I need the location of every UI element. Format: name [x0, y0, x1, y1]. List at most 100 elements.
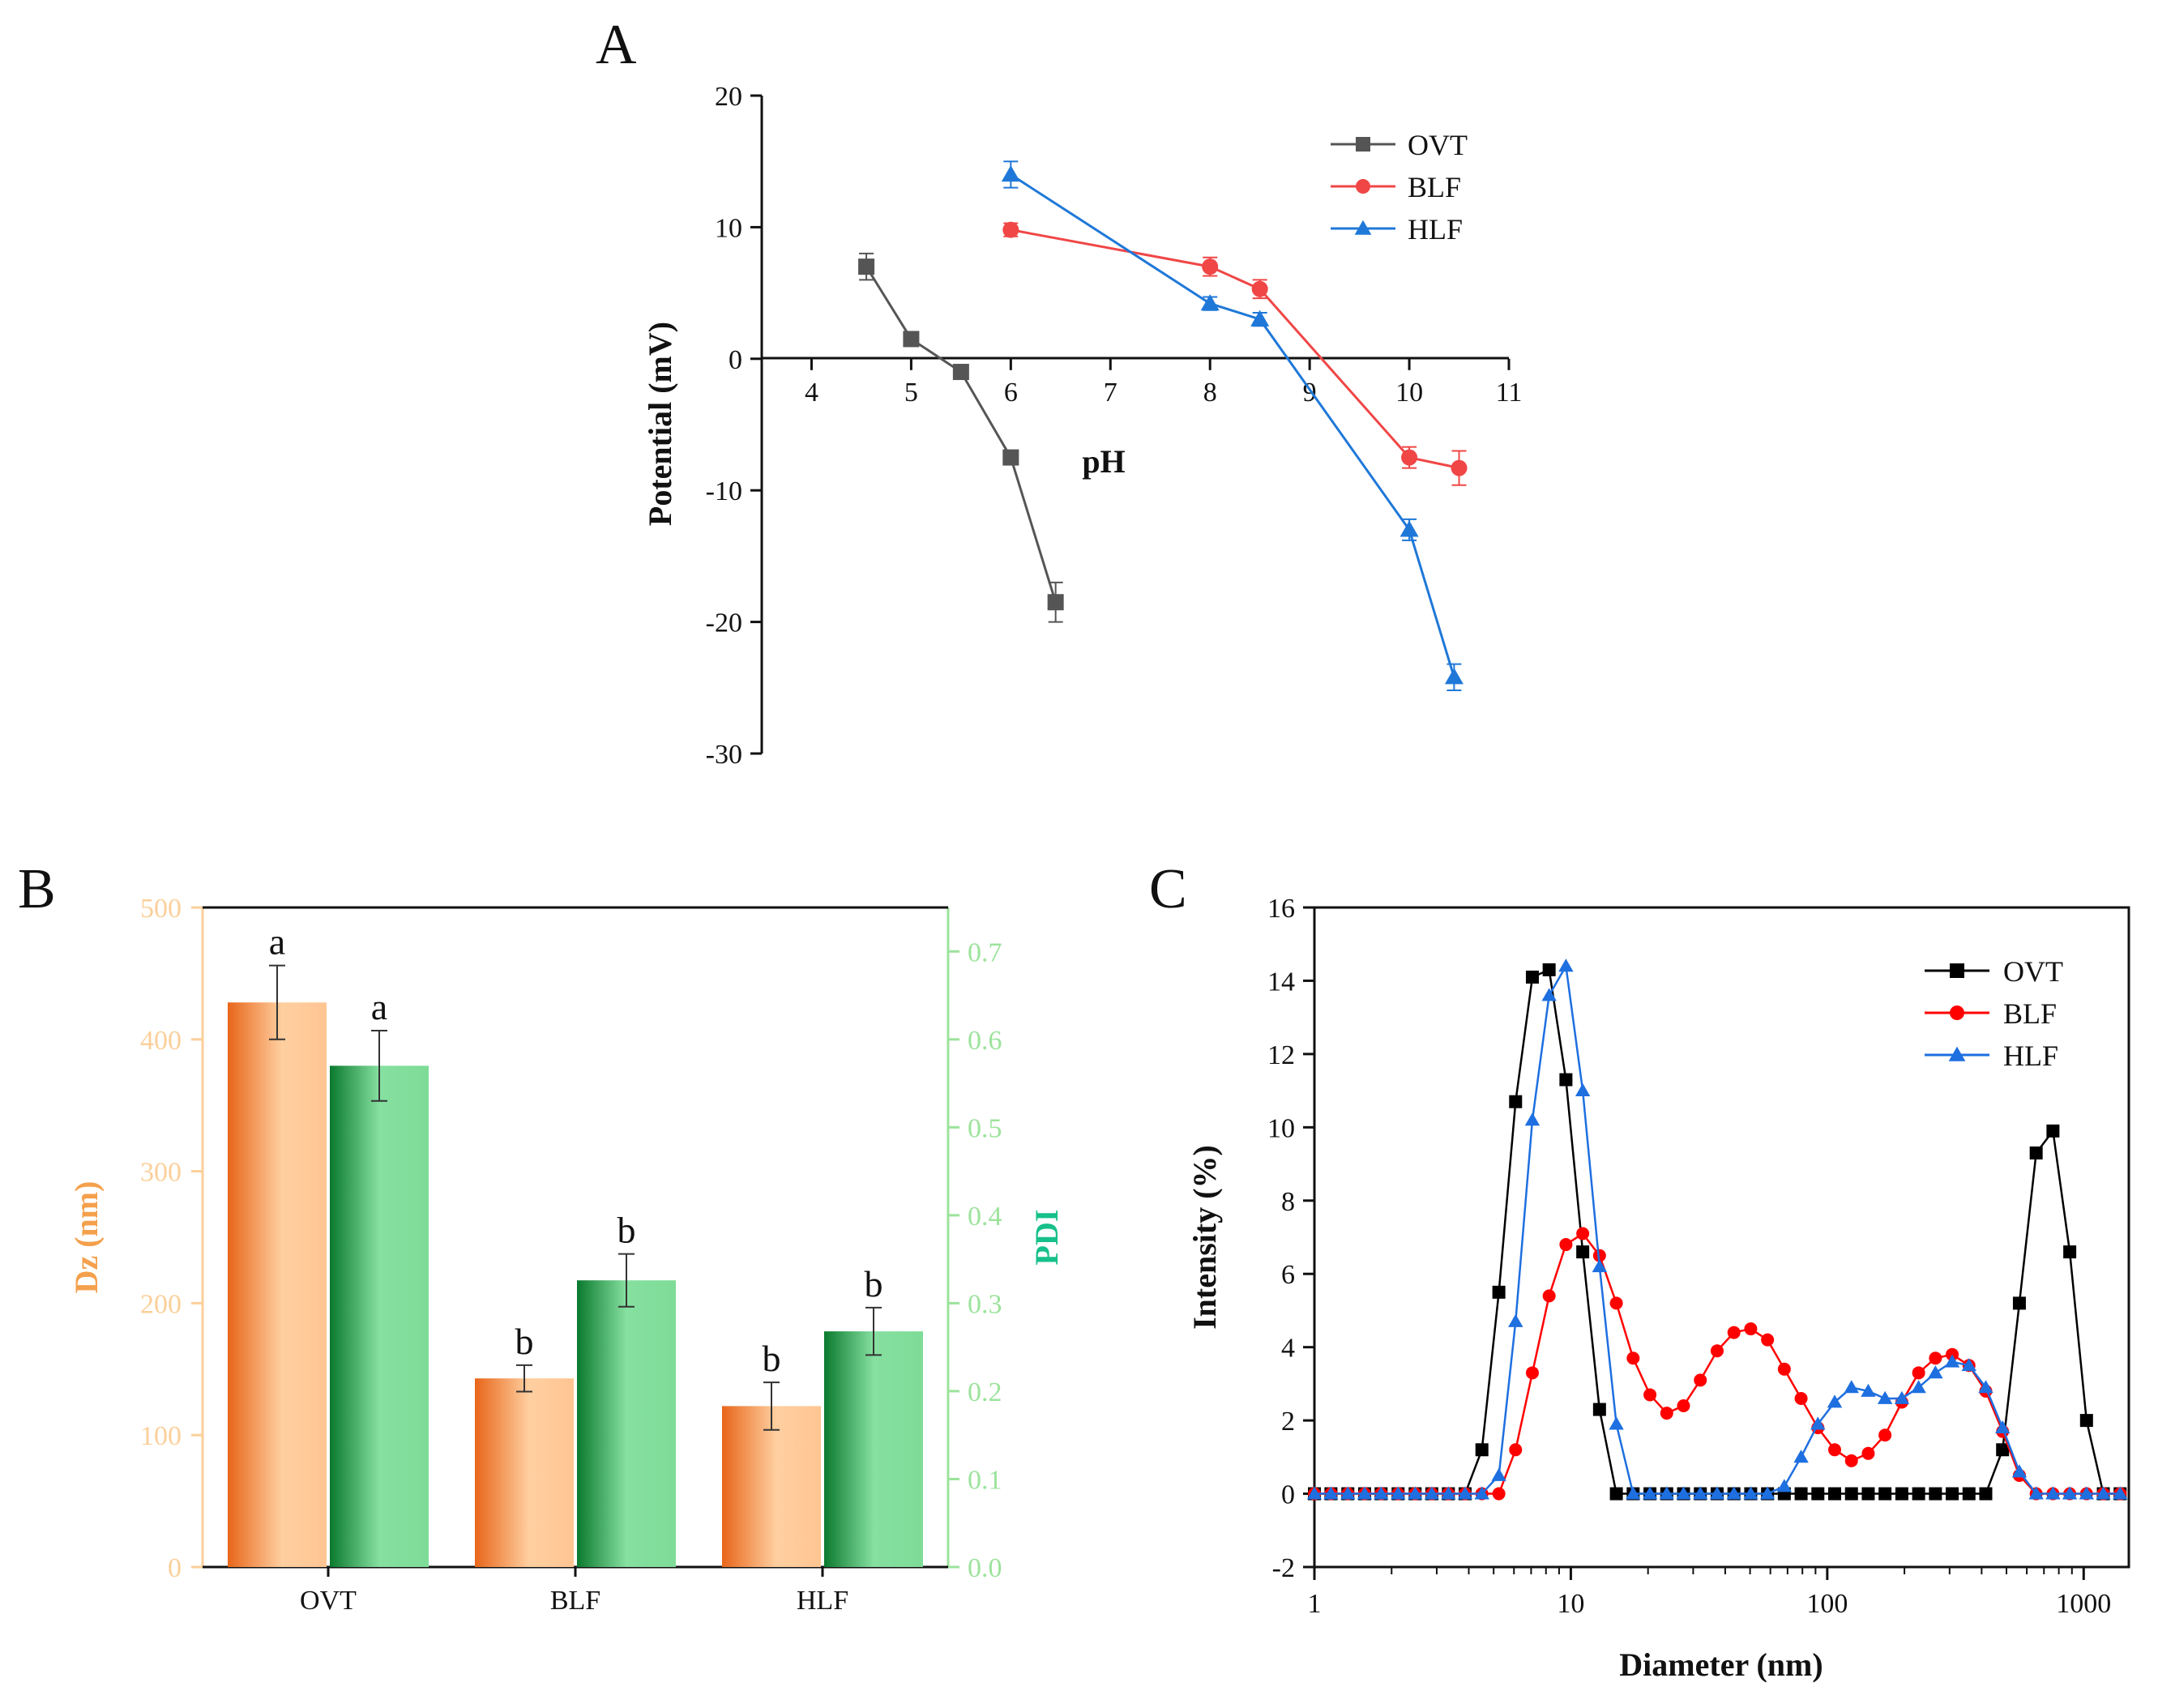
data-point-hlf	[1357, 1486, 1373, 1500]
data-point-hlf	[1743, 1486, 1758, 1500]
panel-c-xlabel: Diameter (nm)	[1619, 1646, 1823, 1683]
data-point-ovt	[2063, 1245, 2077, 1259]
legend-label-blf: BLF	[1408, 171, 1461, 203]
data-point-hlf	[1374, 1486, 1389, 1500]
significance-letter: b	[763, 1338, 781, 1379]
legend-marker	[1356, 137, 1370, 152]
data-point-hlf	[1709, 1486, 1725, 1500]
y-tick-label: 100	[140, 1421, 182, 1451]
panel-a: pH Potential (mV) 4 5 6 7 8 9 10 11-30-20-10010…	[642, 82, 1522, 770]
data-point-blf	[1451, 459, 1468, 476]
panel-letter-b: B	[18, 858, 56, 920]
data-point-ovt	[903, 331, 920, 348]
data-point-blf	[1660, 1407, 1673, 1420]
data-point-blf	[1844, 1454, 1858, 1467]
y-tick-label: 10	[1267, 1113, 1295, 1143]
series-line-hlf	[1010, 173, 1455, 678]
y-tick-label: 10	[715, 213, 742, 243]
y-tick-label: 400	[140, 1026, 182, 1056]
data-point-hlf	[1726, 1486, 1741, 1500]
data-point-blf	[1861, 1446, 1875, 1460]
panel-c-frame	[1313, 906, 2130, 1569]
y-tick-label: 0	[729, 345, 742, 375]
data-point-ovt	[1878, 1487, 1892, 1501]
legend-label-hlf: HLF	[2003, 1040, 2058, 1072]
data-point-blf	[1492, 1487, 1506, 1501]
data-point-blf	[1202, 258, 1219, 275]
significance-letter: a	[371, 986, 387, 1027]
data-point-hlf	[1592, 1258, 1608, 1273]
data-point-hlf	[1877, 1390, 1893, 1404]
y-tick-label: 6	[1281, 1260, 1295, 1290]
data-point-hlf	[1200, 294, 1220, 311]
y2-tick-label: 0.0	[968, 1553, 1002, 1583]
data-point-hlf	[1911, 1380, 1926, 1394]
data-point-hlf	[1323, 1486, 1339, 1500]
series-line-ovt	[865, 266, 1058, 603]
data-point-ovt	[1492, 1285, 1506, 1299]
data-point-hlf	[1759, 1486, 1776, 1500]
data-point-hlf	[1861, 1383, 1876, 1397]
data-point-ovt	[1509, 1095, 1523, 1108]
bar-dz-hlf	[722, 1406, 821, 1567]
category-label-ovt: OVT	[300, 1586, 357, 1616]
y2-tick-label: 0.6	[968, 1026, 1002, 1056]
data-point-hlf	[1558, 959, 1574, 972]
data-point-ovt	[1559, 1073, 1573, 1087]
data-point-hlf	[1928, 1365, 1943, 1379]
data-point-ovt	[1609, 1487, 1623, 1501]
data-point-hlf	[1491, 1467, 1506, 1481]
data-point-hlf	[1250, 310, 1270, 327]
data-point-blf	[1643, 1388, 1657, 1402]
x-tick-label: 5	[904, 378, 918, 408]
series-line-hlf	[1314, 963, 2121, 1495]
y-tick-label: 4	[1281, 1334, 1295, 1364]
data-point-hlf	[1793, 1450, 1809, 1463]
panel-c-ylabel: Intensity (%)	[1186, 1145, 1223, 1330]
y2-tick-label: 0.5	[968, 1113, 1002, 1143]
significance-letter: b	[617, 1210, 636, 1251]
x-tick-label: 4	[805, 378, 818, 408]
data-point-hlf	[1659, 1486, 1674, 1500]
data-point-hlf	[1995, 1420, 2011, 1434]
data-point-blf	[1794, 1391, 1808, 1405]
x-tick-label: 7	[1104, 378, 1117, 408]
y-tick-label: 2	[1281, 1407, 1295, 1437]
data-point-hlf	[1541, 988, 1557, 1001]
data-point-ovt	[952, 364, 969, 381]
data-point-ovt	[1929, 1487, 1942, 1501]
y-tick-label: 0	[168, 1553, 182, 1583]
data-point-hlf	[1844, 1380, 1859, 1394]
data-point-ovt	[1895, 1487, 1908, 1501]
data-point-ovt	[1525, 970, 1539, 984]
panel-b-ylabel: Dz (nm)	[68, 1181, 105, 1294]
data-point-blf	[1592, 1249, 1606, 1262]
data-point-hlf	[1978, 1380, 1993, 1394]
data-point-blf	[1251, 280, 1268, 297]
data-point-blf	[1710, 1344, 1724, 1358]
data-point-hlf	[1642, 1486, 1658, 1500]
y-tick-label: -30	[706, 740, 742, 770]
significance-letter: a	[269, 921, 285, 963]
data-point-hlf	[2096, 1486, 2111, 1500]
x-tick-label: 10	[1557, 1589, 1584, 1619]
data-point-ovt	[2046, 1124, 2060, 1138]
data-point-hlf	[1444, 668, 1464, 685]
x-tick-label: 100	[1806, 1589, 1848, 1619]
bar-pdi-ovt	[330, 1065, 429, 1567]
data-point-hlf	[1626, 1486, 1641, 1500]
data-point-ovt	[858, 258, 875, 275]
data-point-hlf	[2062, 1486, 2078, 1500]
bar-dz-ovt	[228, 1002, 327, 1567]
data-point-ovt	[1946, 1487, 1959, 1501]
bar-pdi-blf	[577, 1280, 676, 1567]
data-point-ovt	[1542, 963, 1556, 976]
panel-c: Diameter (nm) Intensity (%) 1 10 100 1000-2…	[1186, 894, 2130, 1683]
y-tick-label: 20	[715, 82, 742, 112]
data-point-hlf	[1575, 1082, 1591, 1097]
data-point-hlf	[1827, 1394, 1843, 1408]
data-point-blf	[1828, 1443, 1842, 1457]
y-tick-label: 16	[1267, 894, 1295, 924]
legend-label-ovt: OVT	[2003, 955, 2063, 988]
